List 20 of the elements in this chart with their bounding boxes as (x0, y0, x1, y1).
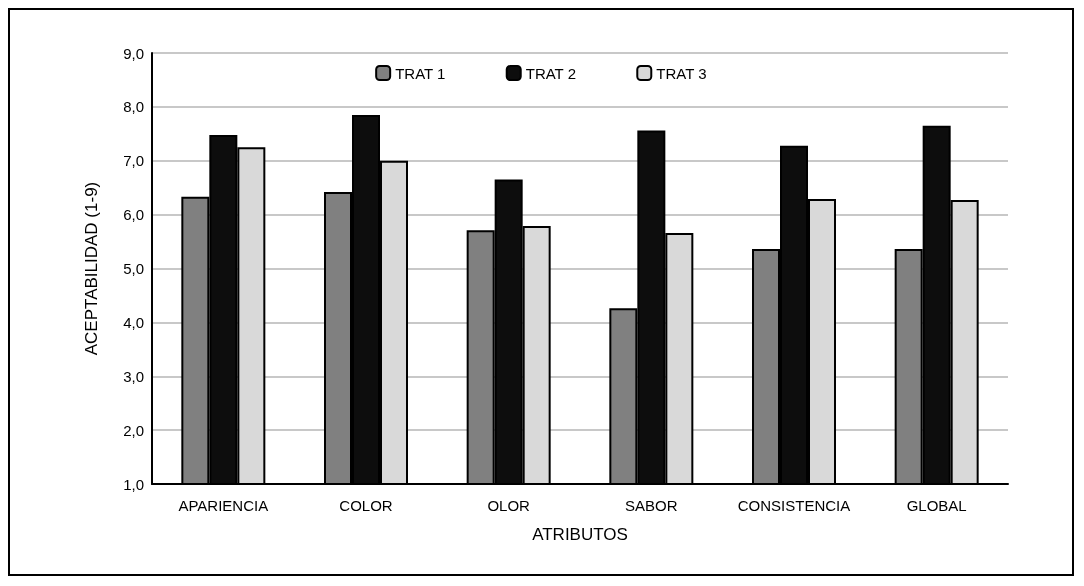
x-tick-label: SABOR (625, 497, 678, 514)
y-tick-label: 3,0 (123, 367, 144, 385)
x-tick-label: CONSISTENCIA (737, 497, 851, 514)
x-axis-title: ATRIBUTOS (532, 525, 628, 544)
y-tick-label: 1,0 (123, 475, 144, 493)
legend-label: TRAT 3 (656, 64, 707, 82)
x-tick-label: COLOR (339, 497, 393, 514)
x-tick-label: APARIENCIA (178, 497, 269, 514)
y-tick-label: 2,0 (123, 421, 144, 439)
y-tick-label: 4,0 (123, 313, 144, 331)
y-tick-label: 8,0 (123, 98, 144, 116)
x-tick-label: OLOR (487, 497, 531, 514)
y-axis-title: ACEPTABILIDAD (1-9) (82, 181, 101, 356)
y-tick-label: 6,0 (123, 206, 144, 224)
legend-label: TRAT 2 (525, 64, 577, 82)
y-tick-label: 7,0 (123, 152, 144, 170)
y-tick-label: 9,0 (123, 44, 144, 62)
x-tick-label: GLOBAL (906, 497, 967, 514)
legend-label: TRAT 1 (395, 64, 446, 82)
y-tick-label: 5,0 (123, 260, 144, 277)
